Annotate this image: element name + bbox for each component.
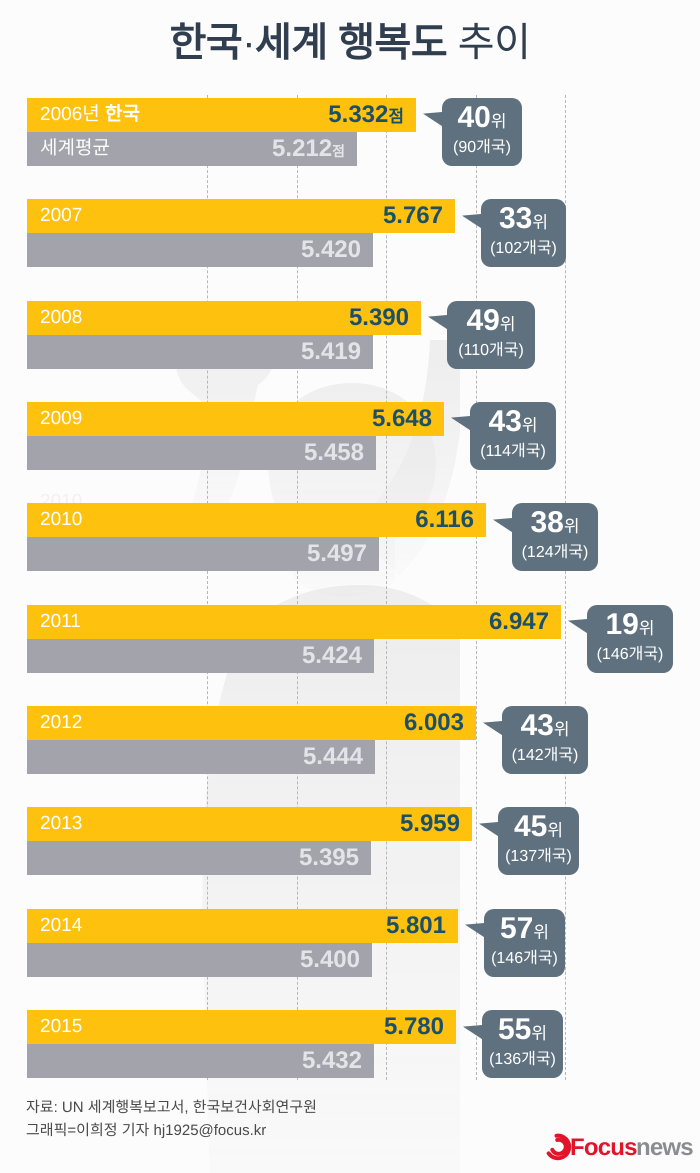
svg-text:Focus: Focus: [570, 1134, 637, 1161]
svg-text:news: news: [636, 1134, 693, 1161]
